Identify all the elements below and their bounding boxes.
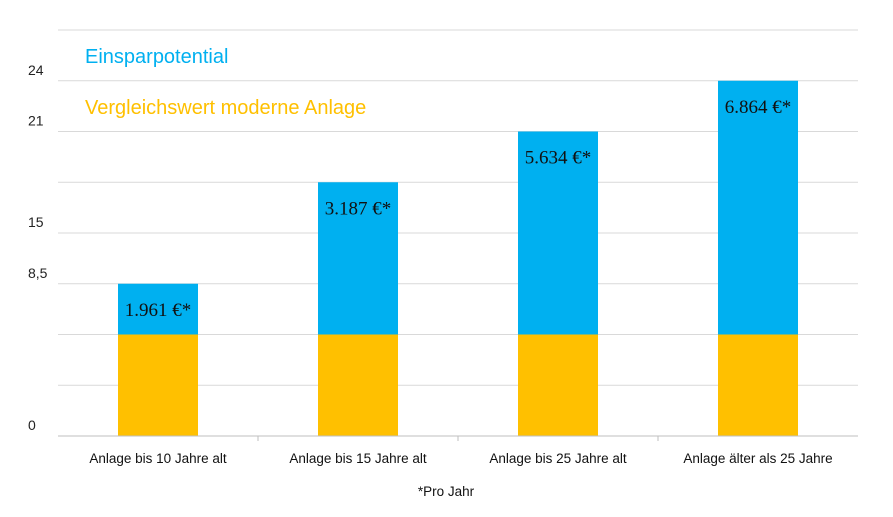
data-label-0: 1.961 €* [125, 300, 192, 321]
legend-entry-vergleichswert: Vergleichswert moderne Anlage [85, 97, 366, 119]
category-label-0: Anlage bis 10 Jahre alt [89, 451, 227, 466]
y-axis-ticks: 0 8,5 15 21 24 [28, 62, 48, 433]
data-labels: 1.961 €* 3.187 €* 5.634 €* 6.864 €* [125, 97, 792, 321]
y-tick-label-0: 0 [28, 417, 36, 433]
bar-vergleichswert-1 [318, 334, 398, 436]
legend-entry-einsparpotential: Einsparpotential [85, 46, 228, 68]
bar-vergleichswert-2 [518, 334, 598, 436]
bar-vergleichswert-0 [118, 334, 198, 436]
y-tick-label-3: 21 [28, 113, 44, 129]
data-label-3: 6.864 €* [725, 97, 792, 118]
footnote: *Pro Jahr [418, 484, 475, 499]
bar-einsparpotential-1 [318, 182, 398, 335]
y-tick-label-2: 15 [28, 214, 44, 230]
bar-einsparpotential-2 [518, 131, 598, 335]
legend: Einsparpotential Vergleichswert moderne … [85, 46, 366, 119]
y-tick-label-1: 8,5 [28, 265, 48, 281]
category-labels: Anlage bis 10 Jahre alt Anlage bis 15 Jah… [89, 436, 833, 466]
bars [118, 80, 798, 436]
bar-vergleichswert-3 [718, 334, 798, 436]
category-label-2: Anlage bis 25 Jahre alt [489, 451, 627, 466]
y-tick-label-4: 24 [28, 62, 44, 78]
data-label-2: 5.634 €* [525, 148, 592, 169]
category-label-1: Anlage bis 15 Jahre alt [289, 451, 427, 466]
bar-einsparpotential-0 [118, 283, 198, 335]
category-label-3: Anlage älter als 25 Jahre [683, 451, 832, 466]
data-label-1: 3.187 €* [325, 198, 392, 219]
bar-einsparpotential-3 [718, 80, 798, 335]
